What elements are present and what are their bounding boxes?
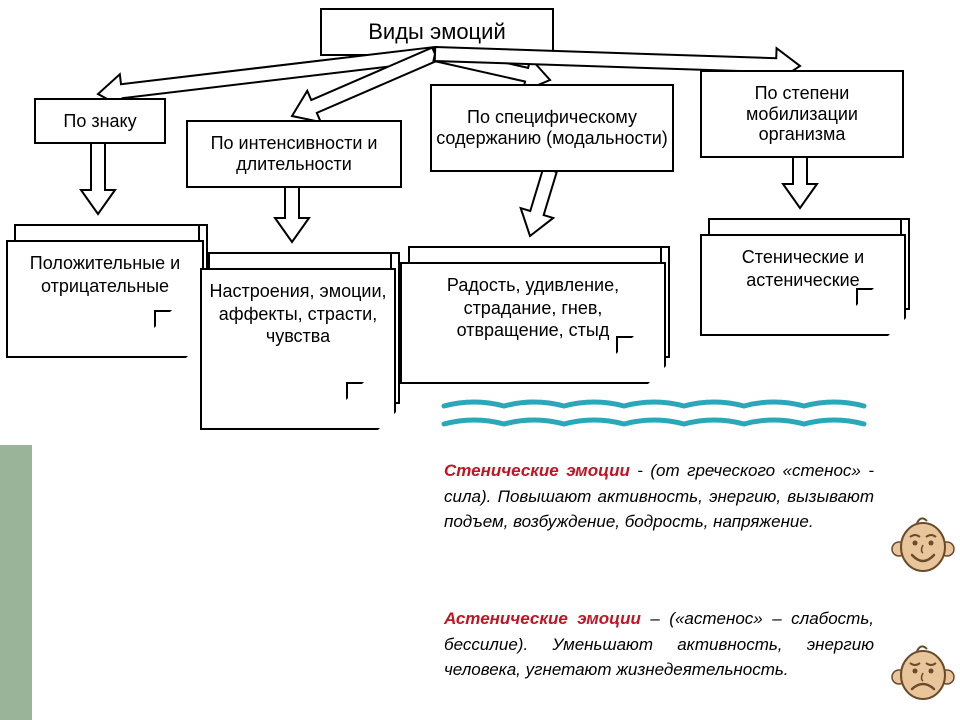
leaf-stack: Стенические и астенические [700, 218, 906, 322]
definition-sthenic-title: Стенические эмоции [444, 461, 630, 480]
category-node-label: По интенсивности и длительности [188, 133, 400, 174]
leaf-node: Положительные и отрицательные [6, 240, 204, 358]
leaf-node-label: Настроения, эмоции, аффекты, страсти, чу… [208, 280, 388, 348]
leaf-node-label: Положительные и отрицательные [14, 252, 196, 297]
arrow [514, 165, 567, 241]
leaf-node-label: Стенические и астенические [708, 246, 898, 291]
leaf-stack: Настроения, эмоции, аффекты, страсти, чу… [200, 252, 396, 416]
category-node-label: По специфическому содержанию (модальност… [432, 107, 672, 148]
category-node: По интенсивности и длительности [186, 120, 402, 188]
category-node: По степени мобилизации организма [700, 70, 904, 158]
leaf-node: Настроения, эмоции, аффекты, страсти, чу… [200, 268, 396, 430]
category-node: По специфическому содержанию (модальност… [430, 84, 674, 172]
category-node: По знаку [34, 98, 166, 144]
category-node-label: По степени мобилизации организма [702, 83, 902, 145]
face-sad-icon [892, 646, 954, 699]
arrow [783, 156, 817, 208]
arrow [81, 142, 115, 214]
slide: { "canvas": { "w": 960, "h": 720, "bg": … [0, 0, 960, 720]
leaf-stack: Радость, удивление, страдание, гнев, отв… [400, 246, 666, 370]
definition-sthenic: Стенические эмоции - (от греческого «сте… [444, 458, 874, 535]
leaf-node: Радость, удивление, страдание, гнев, отв… [400, 262, 666, 384]
leaf-node: Стенические и астенические [700, 234, 906, 336]
face-happy-icon [892, 518, 954, 571]
leaf-node-label: Радость, удивление, страдание, гнев, отв… [408, 274, 658, 342]
definition-asthenic: Астенические эмоции – («астенос» – слабо… [444, 606, 874, 683]
category-node-label: По знаку [63, 111, 136, 132]
wave-decoration [444, 402, 864, 424]
leaf-stack: Положительные и отрицательные [6, 224, 204, 344]
definition-asthenic-title: Астенические эмоции [444, 609, 641, 628]
arrow [275, 186, 309, 242]
